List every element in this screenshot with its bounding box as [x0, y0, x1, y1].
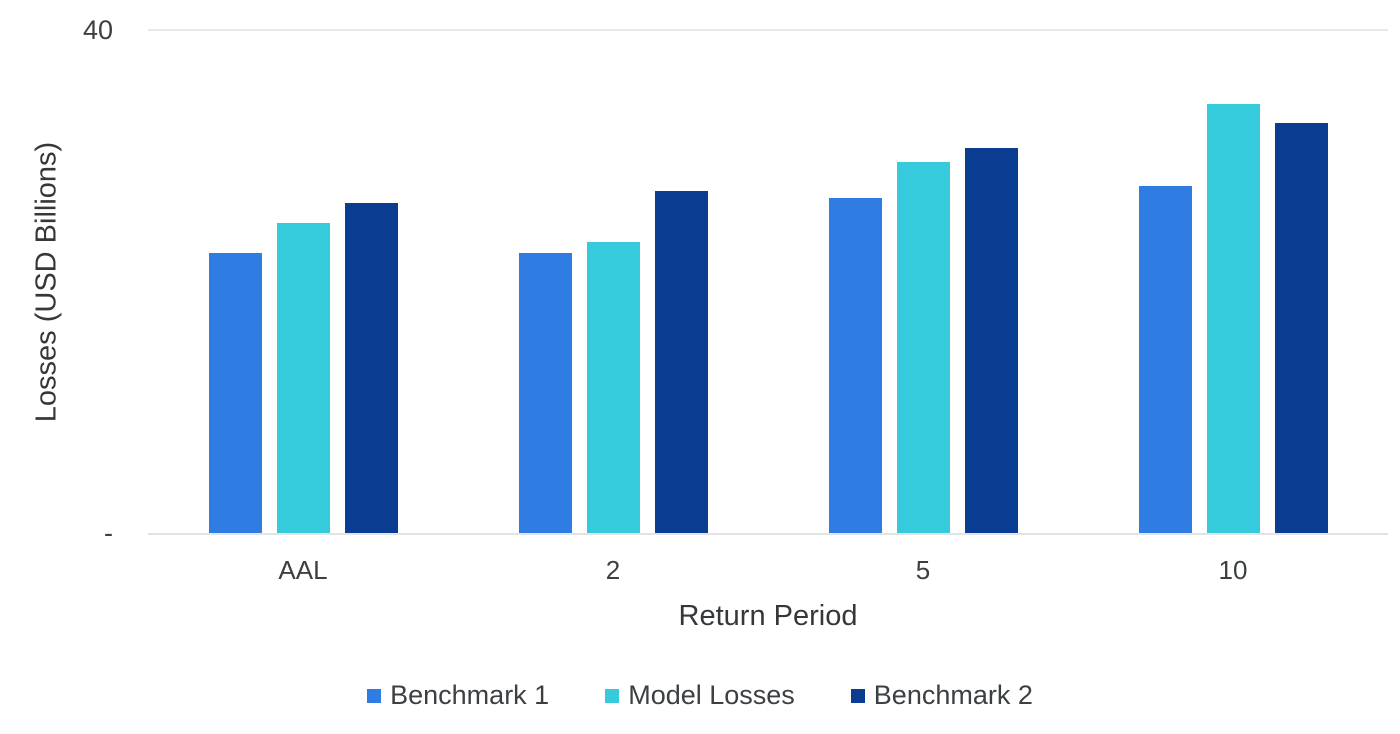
y-axis-tick-zero: -: [104, 518, 113, 548]
bar-group-2: [458, 30, 768, 534]
bar-group-5: [768, 30, 1078, 534]
legend-marker-benchmark-2: [850, 688, 865, 703]
bar-benchmark-2-aal: [344, 202, 398, 534]
legend: Benchmark 1 Model Losses Benchmark 2: [0, 680, 1400, 711]
legend-item-model-losses: Model Losses: [605, 680, 795, 711]
x-axis-title: Return Period: [678, 600, 858, 632]
bar-groups: [148, 30, 1388, 534]
x-axis-line: [148, 533, 1388, 535]
bar-model-losses-10: [1206, 104, 1260, 534]
bar-benchmark-1-aal: [208, 253, 262, 534]
x-axis-ticks: AAL 2 5 10: [148, 553, 1388, 587]
y-axis-tick-40: 40: [82, 15, 113, 45]
legend-marker-model-losses: [605, 688, 620, 703]
bar-model-losses-2: [586, 241, 640, 534]
bar-model-losses-aal: [276, 222, 330, 534]
bar-benchmark-2-5: [964, 148, 1018, 534]
x-tick-10: 10: [1218, 555, 1248, 585]
x-tick-aal: AAL: [278, 555, 328, 585]
legend-label-benchmark-2: Benchmark 2: [873, 680, 1033, 710]
bar-benchmark-1-5: [828, 197, 882, 534]
legend-label-benchmark-1: Benchmark 1: [390, 680, 550, 710]
bar-model-losses-5: [896, 162, 950, 534]
bar-benchmark-2-10: [1274, 123, 1328, 534]
bar-benchmark-2-2: [654, 191, 708, 534]
bar-benchmark-1-10: [1138, 186, 1192, 534]
legend-marker-benchmark-1: [367, 688, 382, 703]
bar-group-aal: [148, 30, 458, 534]
x-tick-2: 2: [605, 555, 621, 585]
bar-group-10: [1078, 30, 1388, 534]
legend-label-model-losses: Model Losses: [628, 680, 795, 710]
x-tick-5: 5: [915, 555, 931, 585]
bar-benchmark-1-2: [518, 253, 572, 534]
plot-area: [148, 29, 1388, 535]
legend-item-benchmark-1: Benchmark 1: [367, 680, 549, 711]
gridline-40: [148, 29, 1388, 31]
y-axis-title: Losses (USD Billions): [30, 141, 63, 423]
legend-item-benchmark-2: Benchmark 2: [850, 680, 1033, 711]
